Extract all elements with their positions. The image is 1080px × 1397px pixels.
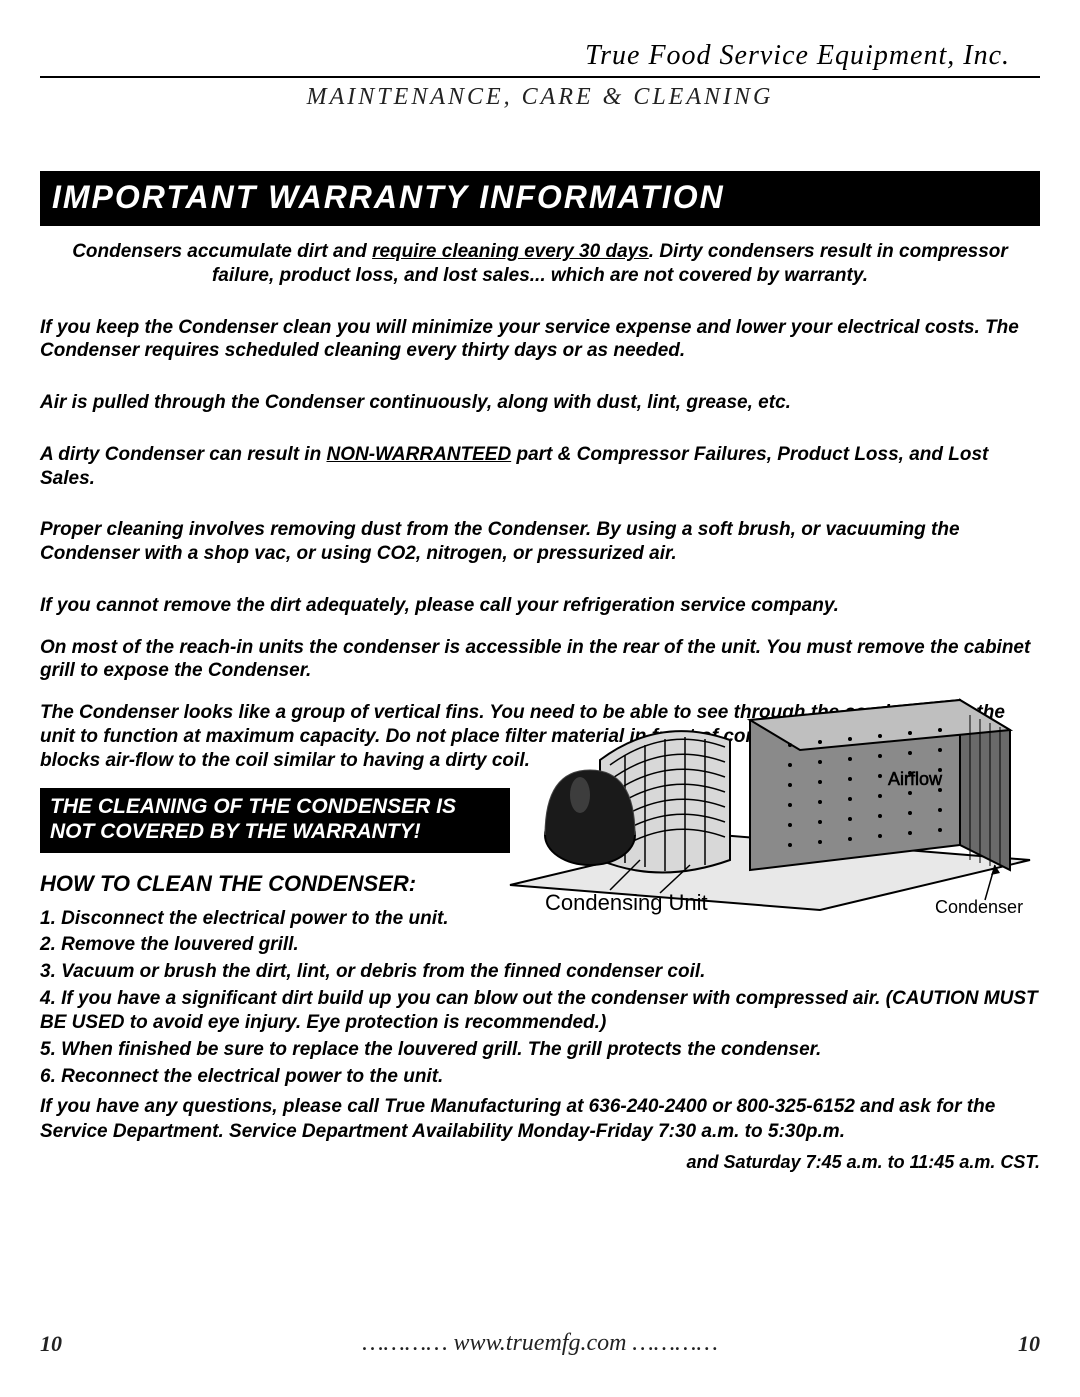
label-condenser: Condenser — [935, 897, 1023, 917]
label-airflow: Airflow — [888, 769, 943, 789]
condenser-block — [750, 700, 1010, 870]
paragraph-6: If you cannot remove the dirt adequately… — [40, 594, 1040, 618]
intro-pre: Condensers accumulate dirt and — [72, 241, 372, 262]
contact-paragraph: If you have any questions, please call T… — [40, 1095, 1040, 1144]
step-6: 6. Reconnect the electrical power to the… — [40, 1065, 1040, 1090]
paragraph-2: If you keep the Condenser clean you will… — [40, 316, 1040, 364]
section-title: MAINTENANCE, CARE & CLEANING — [40, 84, 1040, 111]
paragraph-7: On most of the reach-in units the conden… — [40, 636, 1040, 684]
contact-hours-2: and Saturday 7:45 a.m. to 11:45 a.m. CST… — [40, 1151, 1040, 1174]
page-number-right: 10 — [1018, 1331, 1040, 1357]
paragraph-5: Proper cleaning involves removing dust f… — [40, 518, 1040, 566]
paragraph-3: Air is pulled through the Condenser cont… — [40, 391, 1040, 415]
step-3: 3. Vacuum or brush the dirt, lint, or de… — [40, 960, 1040, 985]
p4-pre: A dirty Condenser can result in — [40, 444, 326, 465]
step-5: 5. When finished be sure to replace the … — [40, 1038, 1040, 1063]
footer-url: ………… www.truemfg.com ………… — [362, 1330, 718, 1357]
cleaning-warranty-banner: THE CLEANING OF THE CONDENSER IS NOT COV… — [40, 788, 510, 852]
step-2: 2. Remove the louvered grill. — [40, 933, 520, 958]
compressor — [545, 770, 635, 865]
step-4: 4. If you have a significant dirt build … — [40, 987, 1040, 1036]
howto-steps: 1. Disconnect the electrical power to th… — [40, 907, 1040, 1090]
condensing-unit-diagram: Condensing Unit Condenser Airflow — [490, 685, 1050, 925]
page-number-left: 10 — [40, 1331, 62, 1357]
label-condensing-unit: Condensing Unit — [545, 890, 708, 915]
paragraph-4: A dirty Condenser can result in NON-WARR… — [40, 443, 1040, 491]
step-1: 1. Disconnect the electrical power to th… — [40, 907, 520, 932]
page-footer: 10 ………… www.truemfg.com ………… 10 — [40, 1330, 1040, 1357]
warranty-banner: Important Warranty Information — [40, 171, 1040, 226]
diagram-svg: Condensing Unit Condenser Airflow — [490, 685, 1050, 925]
page: True Food Service Equipment, Inc. MAINTE… — [0, 0, 1080, 1397]
p4-underline: NON-WARRANTEED — [326, 444, 511, 465]
intro-underline: require cleaning every 30 days — [372, 241, 649, 262]
intro-paragraph: Condensers accumulate dirt and require c… — [40, 240, 1040, 288]
company-name: True Food Service Equipment, Inc. — [40, 40, 1040, 78]
